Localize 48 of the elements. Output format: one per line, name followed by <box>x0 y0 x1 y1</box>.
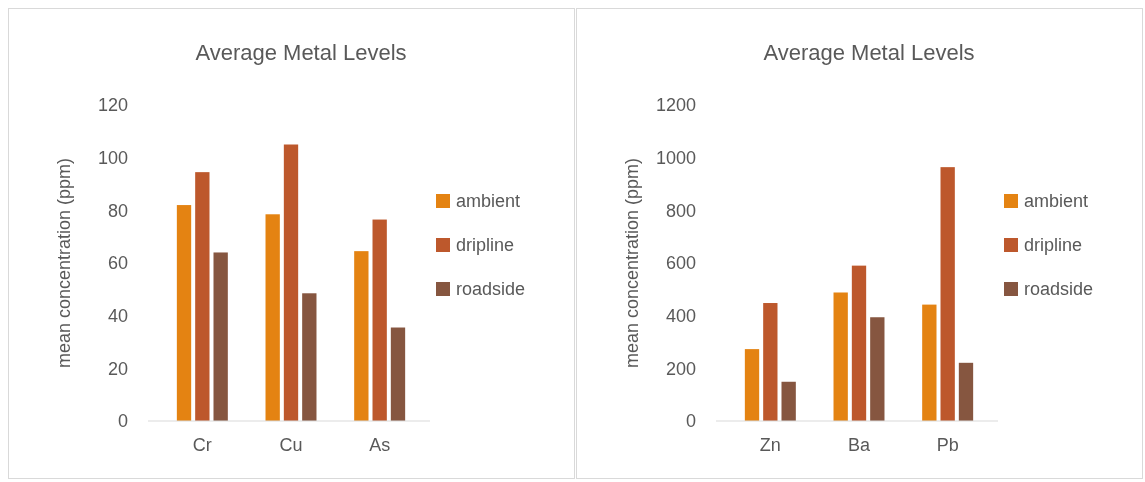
bar <box>265 214 280 421</box>
y-tick-label: 1200 <box>655 95 696 116</box>
y-tick-label: 400 <box>665 305 696 326</box>
bar <box>213 252 228 421</box>
bar <box>922 304 937 421</box>
y-tick-label: 60 <box>107 253 128 274</box>
y-tick-label: 20 <box>107 358 128 379</box>
legend-label: roadside <box>456 279 526 300</box>
bar <box>195 172 210 421</box>
legend-label: roadside <box>1024 279 1094 300</box>
bar <box>390 327 406 421</box>
bar <box>940 167 955 421</box>
y-axis-title: mean concentration (ppm) <box>622 157 642 369</box>
y-tick-label: 800 <box>665 200 696 221</box>
bar <box>354 251 369 421</box>
legend-label: dripline <box>456 235 515 256</box>
legend-label: ambient <box>456 191 521 212</box>
bar <box>958 362 974 421</box>
x-tick-label: Cu <box>279 435 303 455</box>
bar <box>851 265 867 421</box>
x-tick-label: Ba <box>847 435 871 455</box>
bar <box>372 219 387 421</box>
x-tick-label: Zn <box>759 435 781 455</box>
bar <box>744 349 760 421</box>
bar <box>833 292 848 421</box>
bar <box>870 317 885 421</box>
y-tick-label: 0 <box>685 411 696 432</box>
y-tick-label: 1000 <box>655 147 696 168</box>
bar <box>176 205 192 421</box>
y-tick-label: 80 <box>107 200 128 221</box>
bar <box>763 303 778 421</box>
legend-label: dripline <box>1024 235 1083 256</box>
y-tick-label: 600 <box>665 253 696 274</box>
y-axis-title: mean concentration (ppm) <box>54 157 74 369</box>
bar <box>781 381 796 421</box>
y-tick-label: 40 <box>107 305 128 326</box>
x-tick-label: As <box>369 435 391 455</box>
y-tick-label: 120 <box>97 95 128 116</box>
legend-label: ambient <box>1024 191 1089 212</box>
x-tick-label: Pb <box>936 435 959 455</box>
bar <box>302 293 317 421</box>
chart-title: Average Metal Levels <box>763 40 975 65</box>
y-tick-label: 100 <box>97 147 128 168</box>
y-tick-label: 200 <box>665 358 696 379</box>
x-tick-label: Cr <box>192 435 212 455</box>
bar <box>283 144 299 421</box>
y-tick-label: 0 <box>117 411 128 432</box>
chart-title: Average Metal Levels <box>195 40 407 65</box>
